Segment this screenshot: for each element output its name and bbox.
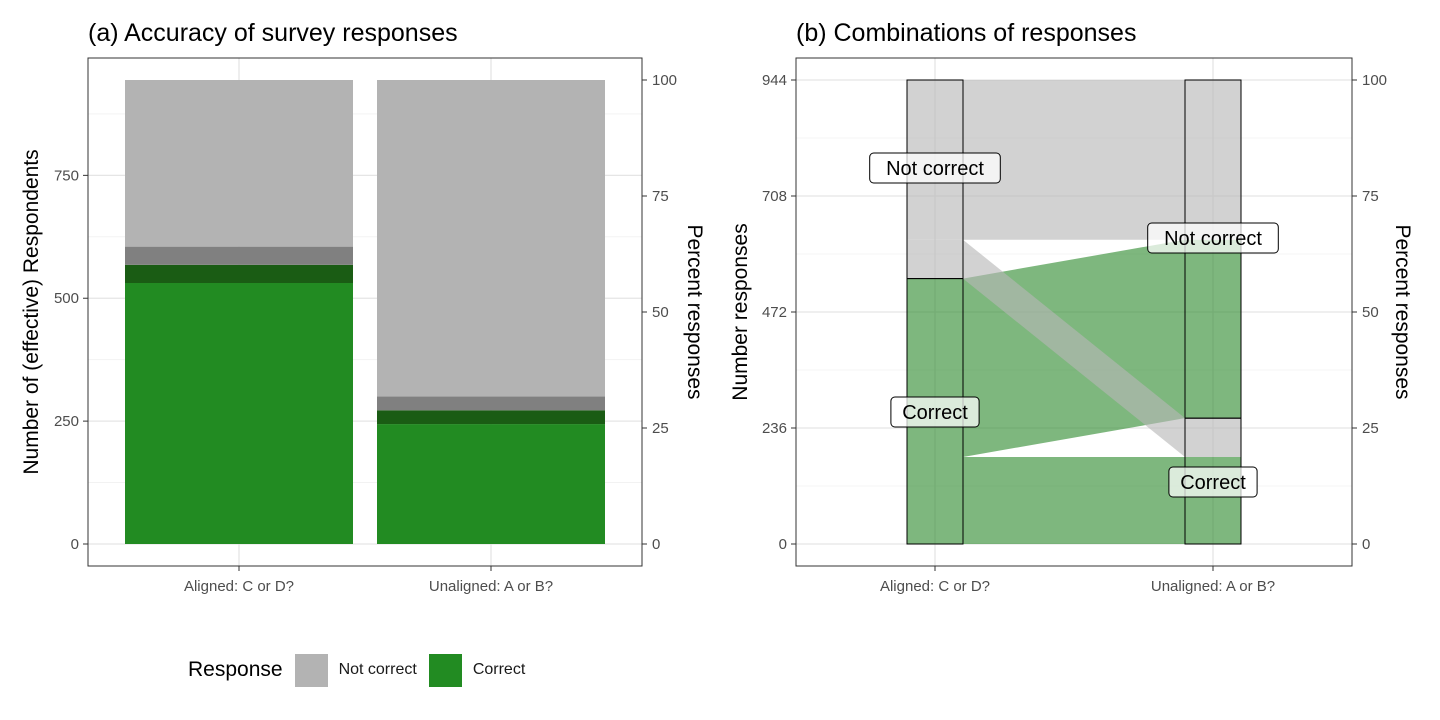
legend: Response Not correct Correct bbox=[188, 652, 537, 688]
panel-b-title: (b) Combinations of responses bbox=[796, 19, 1136, 47]
flow-lode-left bbox=[907, 278, 963, 457]
legend-key-correct bbox=[428, 653, 462, 687]
y-axis-label: Number of (effective) Respondents bbox=[20, 149, 43, 474]
x-tick-label: Aligned: C or D? bbox=[184, 578, 294, 595]
bar-not-correct-margin bbox=[125, 246, 353, 265]
y2-tick-label: 100 bbox=[652, 72, 677, 89]
flow-band bbox=[963, 457, 1185, 544]
flow-lode-right bbox=[1185, 239, 1241, 419]
y2-tick-label: 25 bbox=[1362, 420, 1379, 437]
bar-stack bbox=[377, 80, 605, 544]
flow-lode-right bbox=[1185, 418, 1241, 457]
stratum-label-box bbox=[1147, 222, 1279, 254]
bar-not-correct bbox=[377, 80, 605, 397]
y2-tick-label: 25 bbox=[652, 420, 669, 437]
bar-correct-margin bbox=[377, 410, 605, 425]
panel-a-frame bbox=[87, 57, 643, 567]
panel-b: Not correct Correct Not correct Correct 0 236… bbox=[729, 19, 1414, 595]
y2-tick-label: 50 bbox=[1362, 304, 1379, 321]
x-tick-label: Aligned: C or D? bbox=[880, 578, 990, 595]
flow-lode-left bbox=[907, 239, 963, 279]
y-tick-label: 0 bbox=[779, 536, 787, 553]
flow-band bbox=[963, 239, 1185, 457]
bar-correct-margin bbox=[125, 264, 353, 283]
bar-not-correct-margin bbox=[377, 396, 605, 411]
stratum-label: Correct bbox=[1168, 466, 1258, 498]
stratum-label-text: Correct bbox=[1180, 472, 1246, 494]
stratum-label: Not correct bbox=[1147, 222, 1279, 254]
y-tick-label: 708 bbox=[762, 188, 787, 205]
legend-title: Response bbox=[188, 658, 283, 681]
stratum-label-text: Not correct bbox=[1164, 228, 1262, 250]
stratum-label-box bbox=[890, 396, 980, 428]
stratum-label-box bbox=[1168, 466, 1258, 498]
bar-stack bbox=[125, 80, 353, 544]
y-tick-label: 472 bbox=[762, 304, 787, 321]
y-tick-label: 500 bbox=[54, 290, 79, 307]
legend-label-not-correct: Not correct bbox=[338, 661, 417, 678]
bar-correct bbox=[377, 424, 605, 544]
panel-a-title: (a) Accuracy of survey responses bbox=[88, 19, 458, 47]
y2-tick-label: 0 bbox=[1362, 536, 1370, 553]
stratum-label: Not correct bbox=[869, 152, 1001, 184]
y2-tick-label: 75 bbox=[1362, 188, 1379, 205]
legend-label-correct: Correct bbox=[472, 661, 526, 678]
legend-key-not-correct bbox=[294, 653, 328, 687]
stratum-label-box bbox=[869, 152, 1001, 184]
y2-tick-label: 100 bbox=[1362, 72, 1387, 89]
y2-tick-label: 0 bbox=[652, 536, 660, 553]
flow-lode-right bbox=[1185, 80, 1241, 240]
bar-correct bbox=[125, 283, 353, 544]
y-tick-label: 750 bbox=[54, 167, 79, 184]
panel-a: 0 250 500 750 0 25 50 75 100 Aligned: C or D? Unal… bbox=[20, 19, 706, 595]
y-tick-label: 0 bbox=[71, 536, 79, 553]
stratum-label: Correct bbox=[890, 396, 980, 428]
x-tick-label: Unaligned: A or B? bbox=[429, 578, 553, 595]
flow-lode-left bbox=[907, 457, 963, 544]
y2-axis-label: Percent responses bbox=[683, 224, 706, 399]
bar-not-correct bbox=[125, 80, 353, 247]
y-tick-label: 236 bbox=[762, 420, 787, 437]
y-axis-label: Number responses bbox=[729, 223, 752, 400]
y-tick-label: 944 bbox=[762, 72, 787, 89]
y2-tick-label: 50 bbox=[652, 304, 669, 321]
stratum-label-text: Not correct bbox=[886, 158, 984, 180]
x-tick-label: Unaligned: A or B? bbox=[1151, 578, 1275, 595]
y2-axis-label: Percent responses bbox=[1391, 224, 1414, 399]
panel-b-frame bbox=[795, 57, 1353, 567]
y-tick-label: 250 bbox=[54, 413, 79, 430]
stratum-label-text: Correct bbox=[902, 402, 968, 424]
y2-tick-label: 75 bbox=[652, 188, 669, 205]
flow-band bbox=[963, 80, 1185, 240]
